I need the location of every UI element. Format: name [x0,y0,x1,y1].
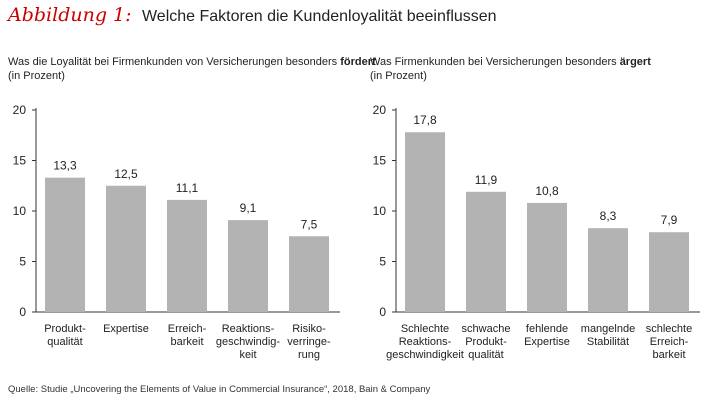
data-label: 13,3 [53,159,77,173]
category-label-line: barkeit [170,336,203,348]
left-panel-subtitle: (in Prozent) [8,70,65,82]
bar [106,185,146,312]
category-label-line: barkeit [652,349,685,361]
bar [405,132,445,312]
y-tick-label: 15 [13,154,27,168]
data-label: 7,5 [301,217,318,231]
category-label: Expertise [103,323,149,335]
right-panel-subtitle: (in Prozent) [370,70,427,82]
data-label: 12,5 [114,167,138,181]
category-label: Reaktions-geschwindig-keit [216,323,281,361]
category-label: fehlende Expertise [524,323,570,348]
right-panel-title-emphasis: ärgert [619,56,651,68]
category-label-line: verringe- [287,336,331,348]
source-note: Quelle: Studie „Uncovering the Elements … [8,384,431,395]
category-label-line: rung [298,349,320,361]
data-label: 11,9 [475,173,498,187]
category-label: schlechte Erreich-barkeit [646,323,692,361]
right-panel-title: Was Firmenkunden bei Versicherungen beso… [370,55,651,83]
category-label-line: schwache [462,323,511,335]
data-label: 10,8 [535,184,559,198]
category-label-line: Reaktions- [222,323,275,335]
category-label-line: Schlechte [401,323,449,335]
bar [289,236,329,312]
y-tick-label: 20 [373,103,387,117]
category-label: Risiko-verringe-rung [287,323,331,361]
category-label-line: Erreich- [650,336,689,348]
data-label: 11,1 [176,181,199,195]
category-label-line: Erreich- [168,323,207,335]
category-label-line: Produkt- [465,336,507,348]
y-tick-label: 5 [379,255,386,269]
category-label-line: Risiko- [292,323,326,335]
category-label-line: Reaktions- [399,336,452,348]
right-panel-title-text: Was Firmenkunden bei Versicherungen beso… [370,56,620,68]
category-label: Produkt-qualität [44,323,86,348]
left-panel-title-text: Was die Loyalität bei Firmenkunden von V… [8,56,341,68]
category-label-line: mangelnde [581,323,635,335]
y-tick-label: 0 [379,305,386,319]
bar [45,177,85,312]
category-label-line: Expertise [103,323,149,335]
bar [228,220,268,312]
y-tick-label: 10 [373,204,387,218]
category-label-line: schlechte [646,323,692,335]
category-label: mangelnde Stabilität [581,323,635,348]
category-label-line: qualität [47,336,82,348]
data-label: 7,9 [661,213,678,227]
category-label-line: geschwindigkeit [386,349,464,361]
category-label-line: Expertise [524,336,570,348]
y-tick-label: 10 [13,204,27,218]
figure-label: Abbildung 1: [8,4,132,26]
y-tick-label: 0 [19,305,26,319]
bar [588,228,628,312]
category-label-line: Produkt- [44,323,86,335]
bar [527,202,567,312]
bar [649,232,689,312]
data-label: 8,3 [600,209,617,223]
data-label: 9,1 [240,201,257,215]
right-bar-chart: 0 5 10 15 20 17,8 Schlechte Reaktions-geschwind… [373,103,700,361]
data-label: 17,8 [413,113,437,127]
category-label-line: Stabilität [587,336,629,348]
category-label-line: fehlende [526,323,568,335]
left-panel-title-emphasis: fördert [340,56,376,68]
left-panel-title: Was die Loyalität bei Firmenkunden von V… [8,55,376,83]
category-label: Erreich-barkeit [168,323,207,348]
category-label: Schlechte Reaktions-geschwindigkeit [386,323,464,361]
category-label-line: geschwindig- [216,336,281,348]
category-label: schwache Produkt-qualität [462,323,511,361]
left-bar-chart: 0 5 10 15 20 13,3 Produkt-qualität 12,5 Expertis… [13,103,340,361]
y-tick-label: 5 [19,255,26,269]
figure-title: Welche Faktoren die Kundenloyalität beei… [141,8,497,25]
bar [466,191,506,312]
category-label-line: keit [239,349,256,361]
y-tick-label: 20 [13,103,27,117]
figure-header: Abbildung 1: Welche Faktoren die Kundenl… [8,4,497,26]
bar [167,199,207,312]
y-tick-label: 15 [373,154,387,168]
category-label-line: qualität [468,349,503,361]
